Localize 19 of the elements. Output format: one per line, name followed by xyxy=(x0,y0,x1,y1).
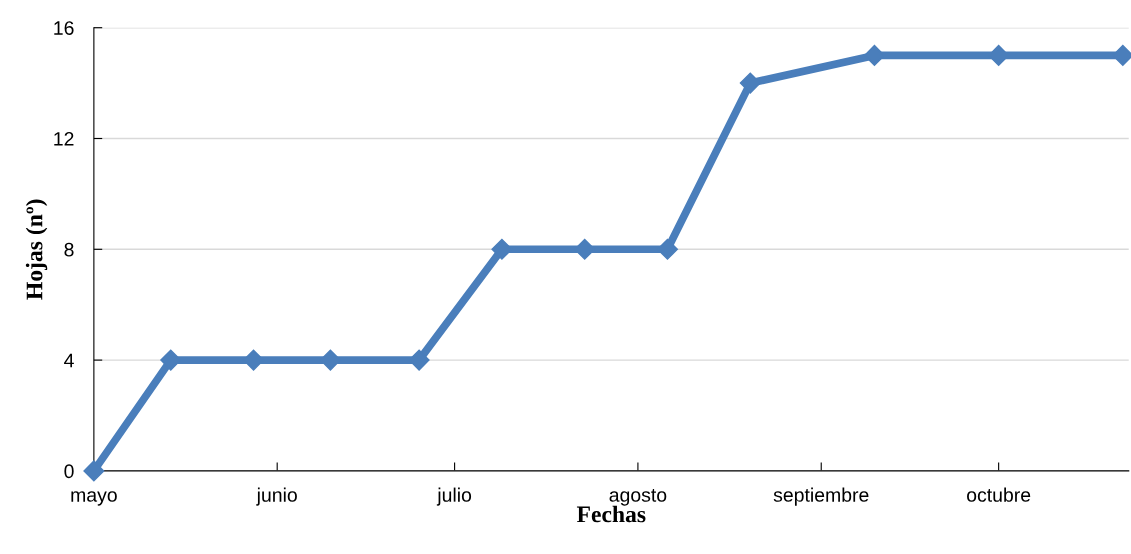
x-tick-label: agosto xyxy=(609,489,667,506)
y-tick-label: 16 xyxy=(54,21,74,35)
y-tick-label: 4 xyxy=(64,353,74,368)
y-tick-label: 12 xyxy=(54,131,74,146)
x-tick-label: julio xyxy=(436,487,472,506)
point xyxy=(863,44,885,66)
y-axis-title: Hojas (nº) xyxy=(25,199,48,300)
x-tick-label: mayo xyxy=(71,491,117,506)
x-tick-label: septiembre xyxy=(773,487,869,506)
y-tick-label: 0 xyxy=(64,464,74,479)
point xyxy=(83,460,105,482)
y-tick-label: 8 xyxy=(64,242,74,257)
point xyxy=(408,349,430,371)
x-tick-label: octubre xyxy=(967,487,1031,502)
x-tick-label: junio xyxy=(256,487,297,506)
x-axis-title: Fechas xyxy=(576,505,646,523)
point xyxy=(491,238,513,260)
point xyxy=(160,349,182,371)
point xyxy=(739,72,761,94)
